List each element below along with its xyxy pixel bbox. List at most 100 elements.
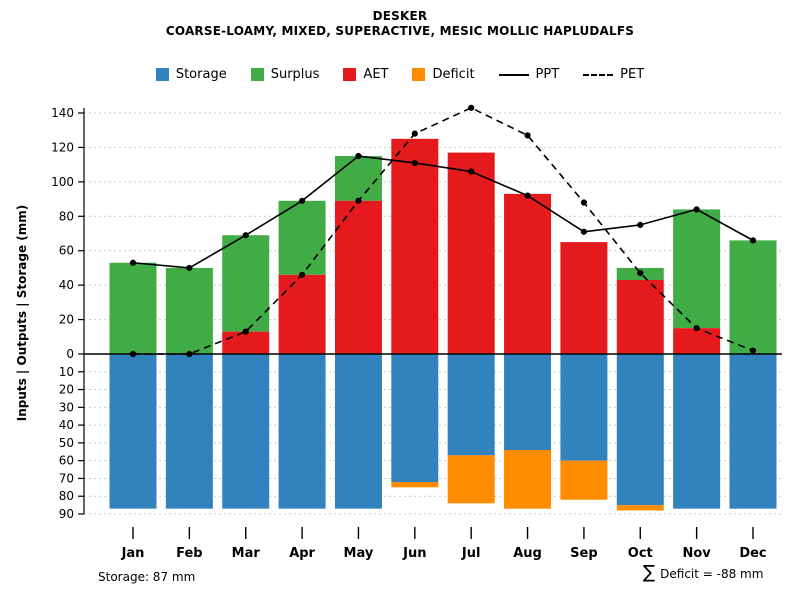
bar-storage-feb — [165, 354, 213, 509]
y-tick-label: 140 — [51, 106, 74, 120]
y-tick-label: 0 — [66, 347, 74, 361]
bar-deficit-aug — [504, 450, 552, 509]
legend-label-deficit: Deficit — [432, 67, 475, 82]
bar-aet-jul — [447, 152, 495, 354]
bar-storage-jul — [447, 354, 495, 456]
legend-item-deficit: Deficit — [412, 67, 475, 82]
pet-point-mar — [242, 328, 249, 335]
bar-storage-aug — [504, 354, 552, 450]
ppt-point-jun — [411, 159, 418, 167]
legend-label-surplus: Surplus — [270, 67, 320, 82]
deficit-text: Deficit = -88 mm — [660, 567, 764, 581]
pet-point-jun — [411, 130, 418, 137]
ppt-point-aug — [524, 192, 531, 199]
y-tick-label: 120 — [51, 140, 74, 154]
bar-surplus-dec — [729, 240, 777, 354]
bar-storage-oct — [616, 354, 664, 506]
ppt-line — [129, 152, 757, 272]
legend-item-pet: PET — [583, 67, 644, 82]
month-label-apr: Apr — [289, 546, 315, 561]
y-tick-label: 40 — [59, 418, 74, 432]
bar-aet-may — [334, 200, 382, 354]
bar-storage-jun — [391, 354, 439, 482]
y-tick-label: 70 — [59, 471, 74, 485]
x-axis: Jan Feb Mar Apr May Jun Jul Aug Sep Oct Nov Dec — [121, 527, 767, 561]
legend-item-surplus: Surplus — [250, 67, 320, 82]
pet-point-feb — [186, 350, 193, 358]
month-label-dec: Dec — [739, 546, 766, 561]
y-tick-label: 30 — [59, 400, 74, 414]
month-label-sep: Sep — [570, 546, 598, 561]
bar-storage-dec — [729, 354, 777, 509]
ppt-point-oct — [637, 221, 644, 228]
bar-aet-jun — [391, 138, 439, 354]
y-tick-label: 100 — [51, 175, 74, 189]
ppt-point-feb — [186, 264, 193, 272]
deficit-swatch — [412, 68, 426, 81]
bar-deficit-sep — [560, 460, 608, 500]
pet-line-sample-icon — [583, 73, 614, 76]
pet-point-oct — [637, 269, 644, 277]
bar-aet-nov — [673, 328, 721, 354]
chart-legend: Storage Surplus AET Deficit PPT PET — [0, 67, 800, 82]
month-label-mar: Mar — [232, 546, 261, 561]
legend-item-ppt: PPT — [498, 67, 560, 82]
bar-storage-sep — [560, 354, 608, 461]
ppt-line-sample-icon — [498, 73, 529, 76]
ppt-point-nov — [693, 206, 700, 213]
bar-surplus-jan — [109, 262, 157, 354]
pet-line — [129, 104, 757, 358]
legend-label-pet: PET — [620, 67, 645, 82]
ppt-point-mar — [242, 232, 249, 239]
ppt-point-dec — [749, 237, 757, 244]
ppt-point-jan — [129, 259, 137, 266]
y-tick-label: 40 — [59, 278, 74, 292]
legend-label-ppt: PPT — [535, 67, 560, 82]
bar-deficit-oct — [616, 505, 664, 511]
month-label-jul: Jul — [461, 546, 481, 561]
legend-label-storage: Storage — [175, 67, 227, 82]
y-tick-label: 80 — [59, 209, 74, 223]
bar-aet-apr — [278, 274, 326, 354]
month-label-aug: Aug — [513, 546, 542, 561]
storage-swatch — [155, 68, 169, 81]
bar-aet-sep — [560, 242, 608, 354]
pet-point-sep — [580, 199, 588, 206]
ppt-point-sep — [580, 228, 588, 235]
pet-point-jan — [129, 350, 137, 358]
y-tick-label: 60 — [59, 244, 74, 258]
y-tick-label: 50 — [59, 436, 74, 450]
month-label-feb: Feb — [176, 546, 202, 561]
bar-aet-oct — [616, 279, 664, 354]
bar-storage-apr — [278, 354, 326, 509]
ppt-point-apr — [298, 197, 306, 204]
bar-surplus-nov — [673, 209, 721, 329]
ppt-point-may — [355, 152, 362, 160]
ppt-point-jul — [468, 168, 475, 175]
legend-item-storage: Storage — [155, 67, 227, 82]
bar-storage-jan — [109, 354, 157, 509]
month-label-oct: Oct — [628, 546, 653, 561]
y-tick-label: 60 — [59, 454, 74, 468]
pet-point-nov — [693, 325, 700, 332]
storage-annotation: Storage: 87 mm — [98, 570, 196, 584]
legend-item-aet: AET — [343, 67, 388, 82]
pet-point-apr — [298, 271, 306, 278]
bars — [109, 138, 777, 511]
pet-point-may — [355, 197, 362, 204]
pet-point-aug — [524, 132, 531, 139]
y-tick-label: 90 — [59, 507, 74, 521]
bar-surplus-mar — [222, 235, 270, 332]
y-tick-label: 10 — [59, 365, 74, 379]
bar-surplus-may — [334, 156, 382, 201]
legend-label-aet: AET — [363, 67, 389, 82]
month-label-nov: Nov — [682, 546, 711, 561]
pet-point-jul — [468, 104, 475, 111]
chart-title: DESKER — [372, 9, 428, 23]
month-label-may: May — [344, 546, 374, 561]
bar-deficit-jun — [391, 482, 439, 488]
y-tick-label: 20 — [59, 383, 74, 397]
bar-aet-mar — [222, 331, 270, 354]
